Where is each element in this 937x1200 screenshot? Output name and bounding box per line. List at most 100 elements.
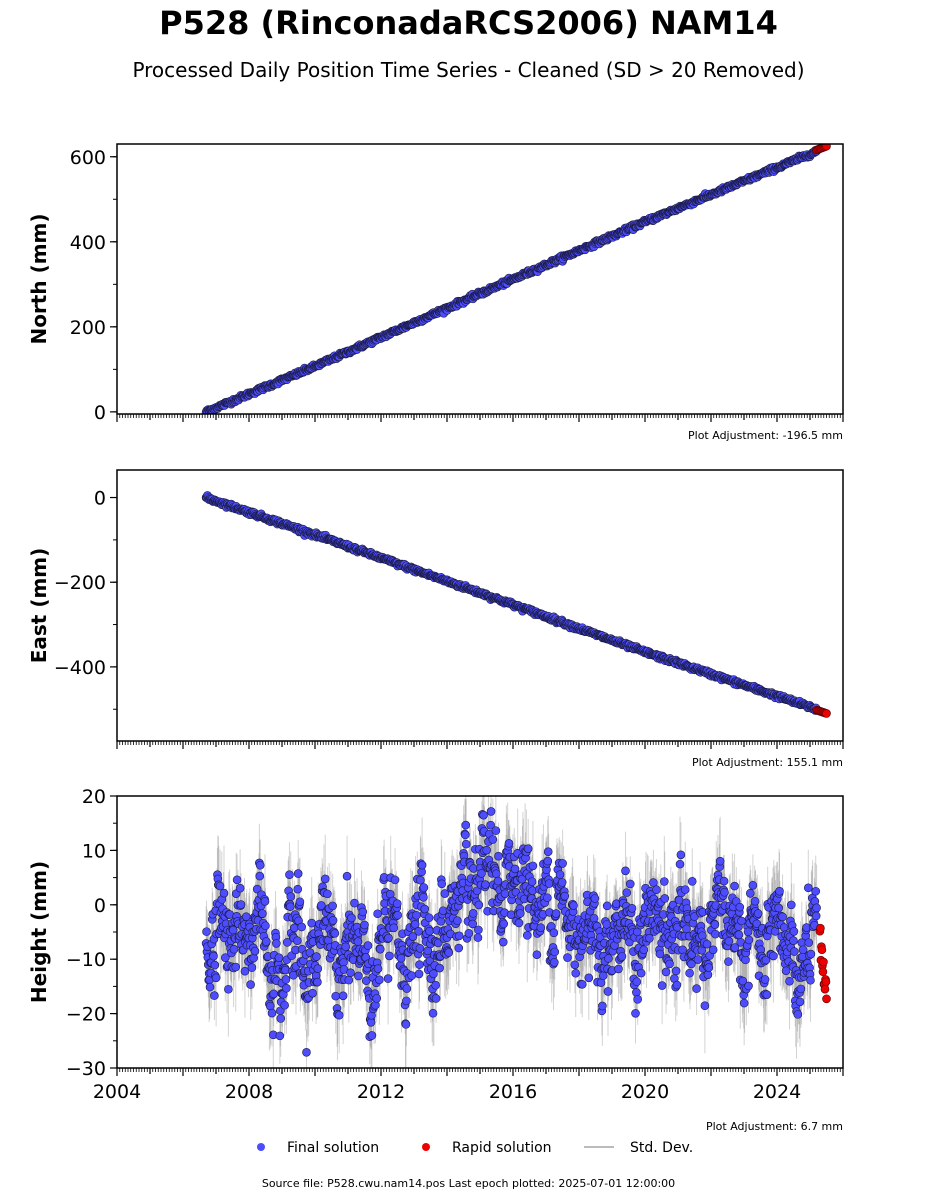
- final-point: [687, 959, 696, 969]
- final-point: [557, 878, 567, 887]
- final-point: [317, 901, 326, 910]
- final-point: [544, 879, 554, 888]
- final-point: [590, 894, 600, 903]
- final-point: [543, 847, 553, 856]
- final-point: [410, 919, 420, 929]
- final-point: [555, 870, 565, 879]
- final-point: [532, 950, 542, 960]
- final-point: [665, 959, 674, 969]
- final-point: [661, 967, 671, 977]
- final-point: [560, 891, 570, 901]
- final-point: [491, 826, 501, 835]
- final-point: [473, 933, 483, 942]
- final-point: [655, 949, 665, 959]
- final-point: [417, 860, 427, 870]
- final-point: [491, 869, 501, 879]
- final-point: [700, 1001, 710, 1010]
- final-point: [331, 991, 341, 1001]
- final-point: [632, 977, 642, 987]
- final-point: [454, 943, 464, 953]
- final-point: [543, 856, 553, 866]
- final-point: [402, 984, 412, 993]
- final-point: [346, 968, 355, 977]
- final-point: [420, 904, 430, 914]
- final-point: [444, 948, 454, 957]
- final-point: [210, 960, 220, 970]
- final-point: [461, 830, 470, 840]
- rapid-solution-points: [812, 705, 831, 718]
- final-point: [486, 820, 495, 830]
- final-point: [710, 920, 720, 929]
- y-axis-label: North (mm): [27, 213, 51, 344]
- final-point: [528, 861, 538, 871]
- final-point: [275, 1031, 285, 1041]
- final-point: [429, 969, 438, 979]
- final-point: [393, 910, 402, 920]
- final-point: [657, 981, 667, 990]
- final-point: [711, 929, 720, 939]
- final-point: [543, 893, 552, 903]
- rapid-point: [822, 709, 831, 718]
- final-point: [412, 910, 421, 920]
- final-point: [260, 896, 270, 906]
- final-point: [468, 909, 478, 918]
- plot-area: [201, 144, 831, 414]
- final-point: [614, 964, 623, 974]
- final-point: [323, 889, 332, 899]
- final-point: [235, 883, 245, 893]
- final-point: [435, 963, 444, 973]
- final-point: [402, 996, 411, 1006]
- final-point: [678, 945, 687, 955]
- final-point: [474, 900, 484, 910]
- final-point: [215, 881, 225, 891]
- final-point: [285, 870, 294, 879]
- final-point: [415, 943, 425, 953]
- y-tick-label: 400: [70, 232, 106, 254]
- final-point: [598, 1001, 607, 1011]
- final-point: [549, 928, 559, 938]
- final-point: [401, 1020, 411, 1029]
- final-point: [481, 880, 490, 889]
- final-point: [261, 921, 270, 931]
- final-point: [312, 952, 321, 961]
- final-point: [602, 901, 612, 911]
- final-point: [392, 899, 402, 908]
- final-point: [571, 968, 581, 978]
- final-point: [286, 902, 295, 911]
- final-point: [550, 958, 559, 967]
- final-point: [265, 1001, 275, 1011]
- y-tick-label: 0: [94, 402, 106, 424]
- final-point: [342, 871, 352, 881]
- final-point: [293, 869, 303, 878]
- final-point: [209, 951, 218, 961]
- y-tick-label: 600: [70, 147, 106, 169]
- final-point: [704, 963, 714, 972]
- final-point: [328, 916, 338, 925]
- final-point: [454, 931, 464, 941]
- final-point: [267, 1008, 277, 1018]
- final-point: [297, 922, 306, 932]
- final-point: [255, 860, 265, 870]
- final-point: [685, 968, 694, 978]
- final-point: [313, 964, 323, 973]
- final-point: [302, 1048, 311, 1057]
- final-point: [652, 885, 661, 895]
- final-point: [308, 988, 317, 998]
- final-point: [558, 859, 567, 868]
- final-point: [577, 979, 587, 989]
- final-point: [282, 983, 291, 993]
- final-point: [602, 920, 611, 929]
- final-point: [660, 877, 669, 886]
- rapid-solution-points: [812, 144, 831, 155]
- final-point: [633, 995, 642, 1004]
- final-point: [482, 845, 491, 855]
- final-point: [389, 923, 399, 933]
- final-point: [536, 923, 546, 932]
- final-point: [384, 933, 393, 943]
- final-point: [474, 925, 483, 935]
- final-point: [341, 942, 351, 952]
- final-point: [720, 887, 729, 897]
- final-point: [424, 913, 434, 923]
- final-point: [468, 919, 478, 929]
